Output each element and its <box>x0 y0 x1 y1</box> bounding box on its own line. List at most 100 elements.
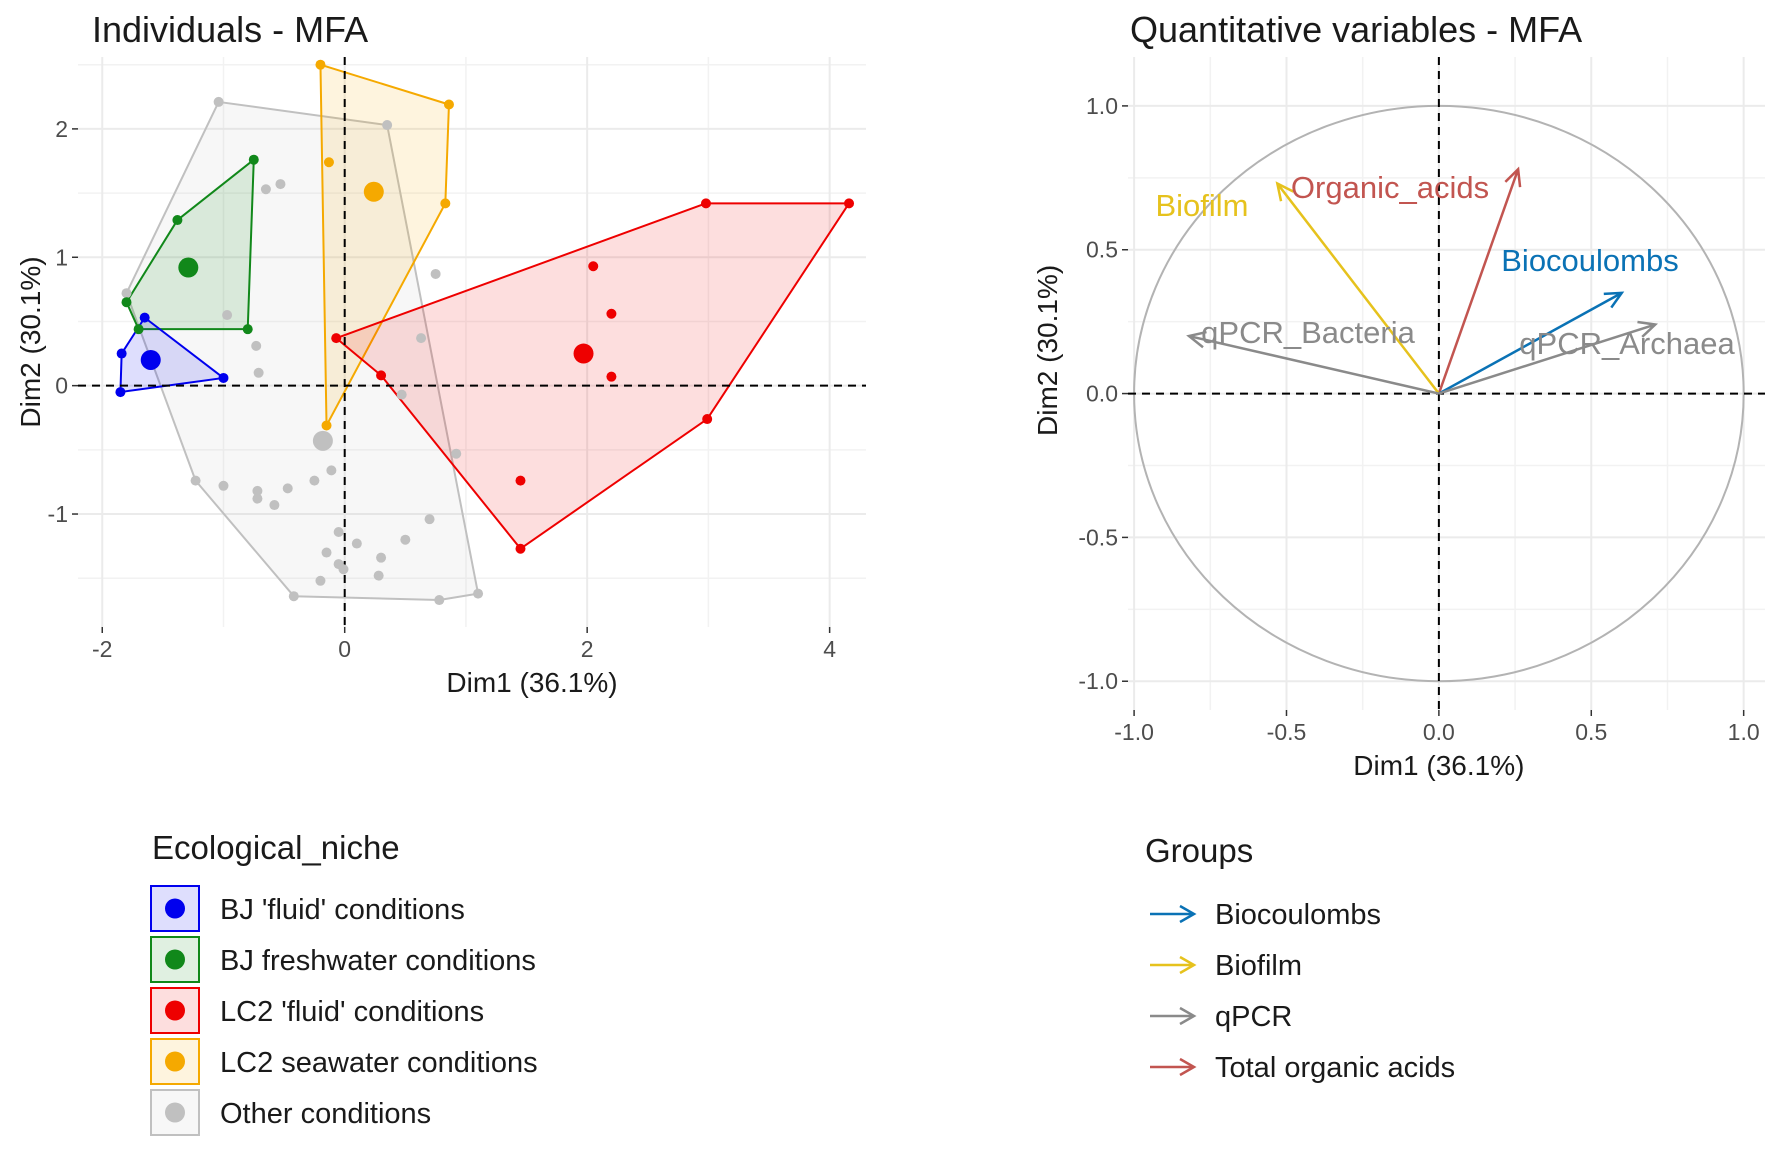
point-lc2-fluid-conditions <box>331 333 342 344</box>
arrow-qpcr-archaea <box>1438 320 1659 395</box>
point-lc2-fluid-conditions <box>606 371 617 382</box>
point-lc2-fluid-conditions <box>606 308 617 319</box>
x-tick-label: 1.0 <box>1728 719 1760 745</box>
point-other-conditions <box>288 591 299 602</box>
y-tick-label: -0.5 <box>1078 524 1118 550</box>
y-tick-label: 1 <box>55 244 68 270</box>
point-other-conditions <box>376 552 387 563</box>
x-tick-label: 0.5 <box>1575 719 1607 745</box>
point-other-conditions <box>473 588 484 599</box>
point-bj-freshwater-conditions <box>121 297 132 308</box>
point-lc2-fluid-conditions <box>700 198 711 209</box>
point-lc2-fluid-conditions <box>515 543 526 554</box>
legend-key-bj-freshwater-conditions <box>150 936 200 983</box>
legend-point <box>165 1051 185 1072</box>
point-other-conditions <box>260 184 271 195</box>
point-other-conditions <box>338 564 349 575</box>
point-bj-freshwater-conditions <box>133 324 144 335</box>
legend-groups: Groups Biocoulombs Biofilm qPCR Total organi… <box>1145 832 1455 1084</box>
arrow-shaft <box>1438 323 1656 395</box>
y-tick-label: 2 <box>55 116 68 142</box>
y-axis-title: Dim2 (30.1%) <box>1032 265 1063 436</box>
legend-label: Other conditions <box>220 1098 431 1130</box>
arrow-shaft <box>1437 168 1520 394</box>
point-bj-fluid-conditions <box>218 372 229 383</box>
x-tick-label: 0 <box>338 636 351 662</box>
arrow-head <box>1275 181 1294 202</box>
major-grid <box>1128 57 1765 710</box>
legend-arrow-head <box>1179 1057 1197 1077</box>
legend-label: BJ 'fluid' conditions <box>220 894 465 926</box>
minor-grid <box>1128 57 1765 710</box>
variable-label-biocoulombs: Biocoulombs <box>1501 243 1678 278</box>
legend-label: LC2 'fluid' conditions <box>220 996 484 1028</box>
legend-point <box>165 898 185 919</box>
point-other-conditions <box>252 493 263 504</box>
point-other-conditions <box>282 483 293 494</box>
centroid-bj-freshwater-conditions <box>178 257 199 278</box>
point-other-conditions <box>424 514 435 525</box>
legend-swatch <box>150 936 200 983</box>
arrow-biocoulombs <box>1438 291 1625 395</box>
variables-panel: Organic_acids Biofilm Biocoulombs qPCR_Bact… <box>1032 9 1765 781</box>
arrow-qpcr-bacteria <box>1186 330 1440 395</box>
x-tick-label: -0.5 <box>1267 719 1307 745</box>
point-other-conditions <box>251 340 262 351</box>
x-tick-label: -2 <box>92 636 112 662</box>
centroid-other-conditions <box>312 430 333 451</box>
legend-point <box>165 1000 185 1021</box>
point-lc2-fluid-conditions <box>588 261 599 272</box>
legend-label: qPCR <box>1215 1001 1292 1033</box>
point-other-conditions <box>218 480 229 491</box>
point-lc2-fluid-conditions <box>515 475 526 486</box>
variable-label-biofilm: Biofilm <box>1155 188 1248 223</box>
chart-title: Quantitative variables - MFA <box>1130 9 1582 50</box>
x-tick-label: -1.0 <box>1114 719 1154 745</box>
arrow-shaft <box>1276 182 1440 395</box>
legend-title: Groups <box>1145 832 1253 869</box>
arrow-shaft <box>1438 291 1623 395</box>
centroid-lc2-fluid-conditions <box>573 343 594 364</box>
centroid-lc2-seawater-conditions <box>363 181 384 202</box>
point-other-conditions <box>451 448 462 459</box>
point-bj-freshwater-conditions <box>172 215 183 226</box>
legend-key-biocoulombs <box>1150 904 1197 924</box>
point-other-conditions <box>434 595 445 606</box>
point-other-conditions <box>396 389 407 400</box>
point-other-conditions <box>430 268 441 279</box>
point-other-conditions <box>333 527 344 537</box>
point-lc2-seawater-conditions <box>443 99 454 110</box>
y-tick-label: -1.0 <box>1078 668 1118 694</box>
x-axis-title: Dim1 (36.1%) <box>446 667 617 698</box>
individuals-panel: -2 0 2 4 -1 0 1 2 Individuals - MFA Dim1 (36.1%) D… <box>15 9 866 698</box>
arrow-shaft <box>1188 334 1440 395</box>
minor-grid <box>78 57 866 627</box>
legend-key-qpcr <box>1150 1006 1197 1026</box>
legend-arrow-head <box>1179 904 1197 924</box>
arrow-organic-acids <box>1437 166 1522 394</box>
point-other-conditions <box>321 547 332 558</box>
point-other-conditions <box>382 120 393 131</box>
arrow-head <box>1504 166 1522 188</box>
legend-label: Biocoulombs <box>1215 899 1381 931</box>
point-other-conditions <box>222 310 233 321</box>
point-other-conditions <box>326 465 337 476</box>
point-bj-fluid-conditions <box>115 387 126 398</box>
point-lc2-seawater-conditions <box>323 157 334 168</box>
chart-title: Individuals - MFA <box>92 9 368 50</box>
point-other-conditions <box>400 534 411 545</box>
legend-title: Ecological_niche <box>152 829 400 866</box>
plot-background <box>78 57 866 627</box>
point-bj-freshwater-conditions <box>248 154 259 165</box>
legend-key-total-organic-acids <box>1150 1057 1197 1077</box>
legend-arrow-head <box>1179 1006 1197 1026</box>
point-lc2-seawater-conditions <box>440 198 451 209</box>
legend-swatch <box>150 987 200 1034</box>
legend-label: LC2 seawater conditions <box>220 1047 538 1079</box>
x-axis-title: Dim1 (36.1%) <box>1353 750 1524 781</box>
point-other-conditions <box>309 475 320 486</box>
legend-label: Biofilm <box>1215 950 1302 982</box>
point-bj-freshwater-conditions <box>242 324 253 335</box>
legend-key-other-conditions <box>150 1089 200 1136</box>
legend-label: BJ freshwater conditions <box>220 945 536 977</box>
